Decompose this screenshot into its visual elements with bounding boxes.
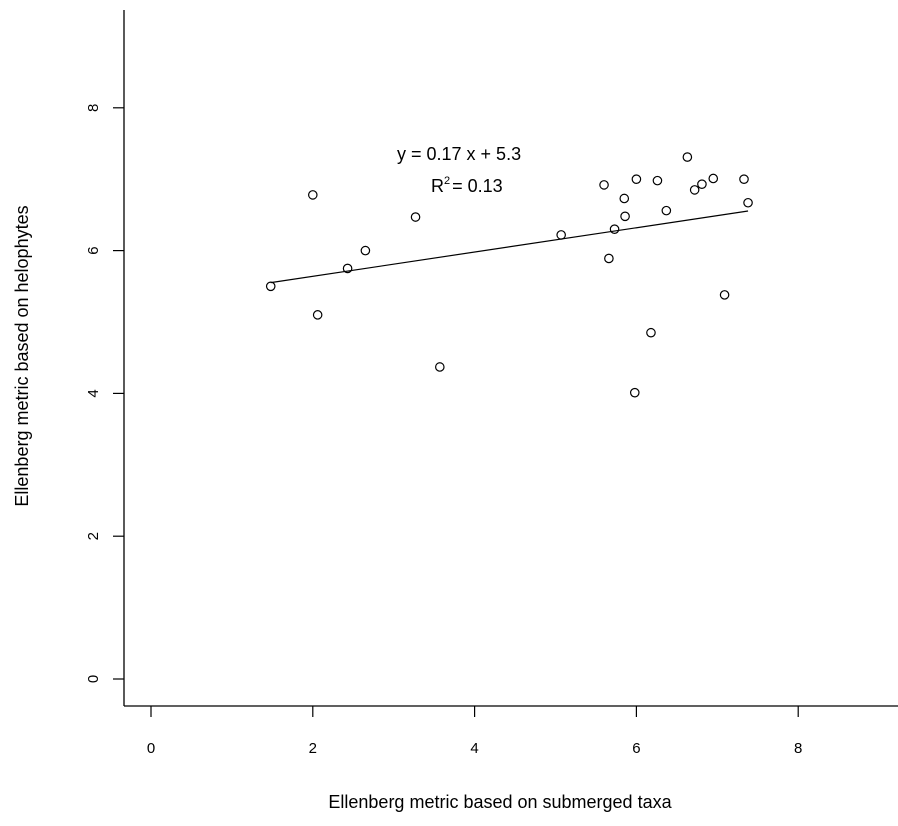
data-point (697, 179, 707, 189)
data-point (604, 253, 614, 264)
equation-annotation: y = 0.17 x + 5.3 (397, 144, 521, 164)
x-tick-label: 0 (147, 740, 155, 757)
y-tick-label: 6 (85, 246, 102, 254)
data-point (265, 281, 276, 292)
data-point (312, 310, 323, 320)
x-tick-label: 6 (632, 740, 640, 757)
y-tick-label: 8 (85, 104, 102, 112)
data-point (743, 197, 753, 208)
y-tick-label: 4 (85, 389, 102, 397)
r2-superscript: 2 (444, 175, 450, 187)
data-point (609, 224, 620, 234)
y-tick-label: 2 (85, 532, 102, 540)
data-point (307, 190, 318, 200)
data-point (360, 245, 371, 256)
x-tick-label: 8 (794, 740, 802, 757)
data-point (739, 174, 749, 184)
regression-line (270, 210, 749, 284)
data-point (661, 205, 672, 216)
r2-value: = 0.13 (452, 176, 503, 196)
data-point (599, 180, 609, 190)
data-point (719, 290, 730, 300)
x-tick-label: 2 (309, 740, 317, 757)
y-tick-label: 0 (85, 675, 102, 683)
data-point (620, 211, 630, 222)
y-axis-ticks: 0 2 4 6 8 (85, 104, 124, 683)
r2-annotation: R2 = 0.13 (431, 175, 503, 196)
y-axis-title: Ellenberg metric based on helophytes (12, 205, 32, 506)
data-point (556, 230, 566, 240)
x-axis-ticks: 0 2 4 6 8 (147, 706, 802, 757)
data-point (682, 152, 693, 162)
data-point (708, 173, 719, 184)
data-points (265, 152, 753, 398)
data-point (689, 185, 700, 195)
data-point (619, 193, 630, 204)
data-point (342, 263, 353, 274)
data-point (631, 174, 642, 184)
data-point (629, 387, 640, 398)
x-tick-label: 4 (470, 740, 478, 757)
data-point (652, 175, 663, 186)
r2-prefix: R (431, 176, 444, 196)
data-point (435, 362, 445, 372)
data-point (646, 327, 656, 338)
data-point (410, 212, 421, 222)
x-axis-title: Ellenberg metric based on submerged taxa (328, 792, 672, 812)
